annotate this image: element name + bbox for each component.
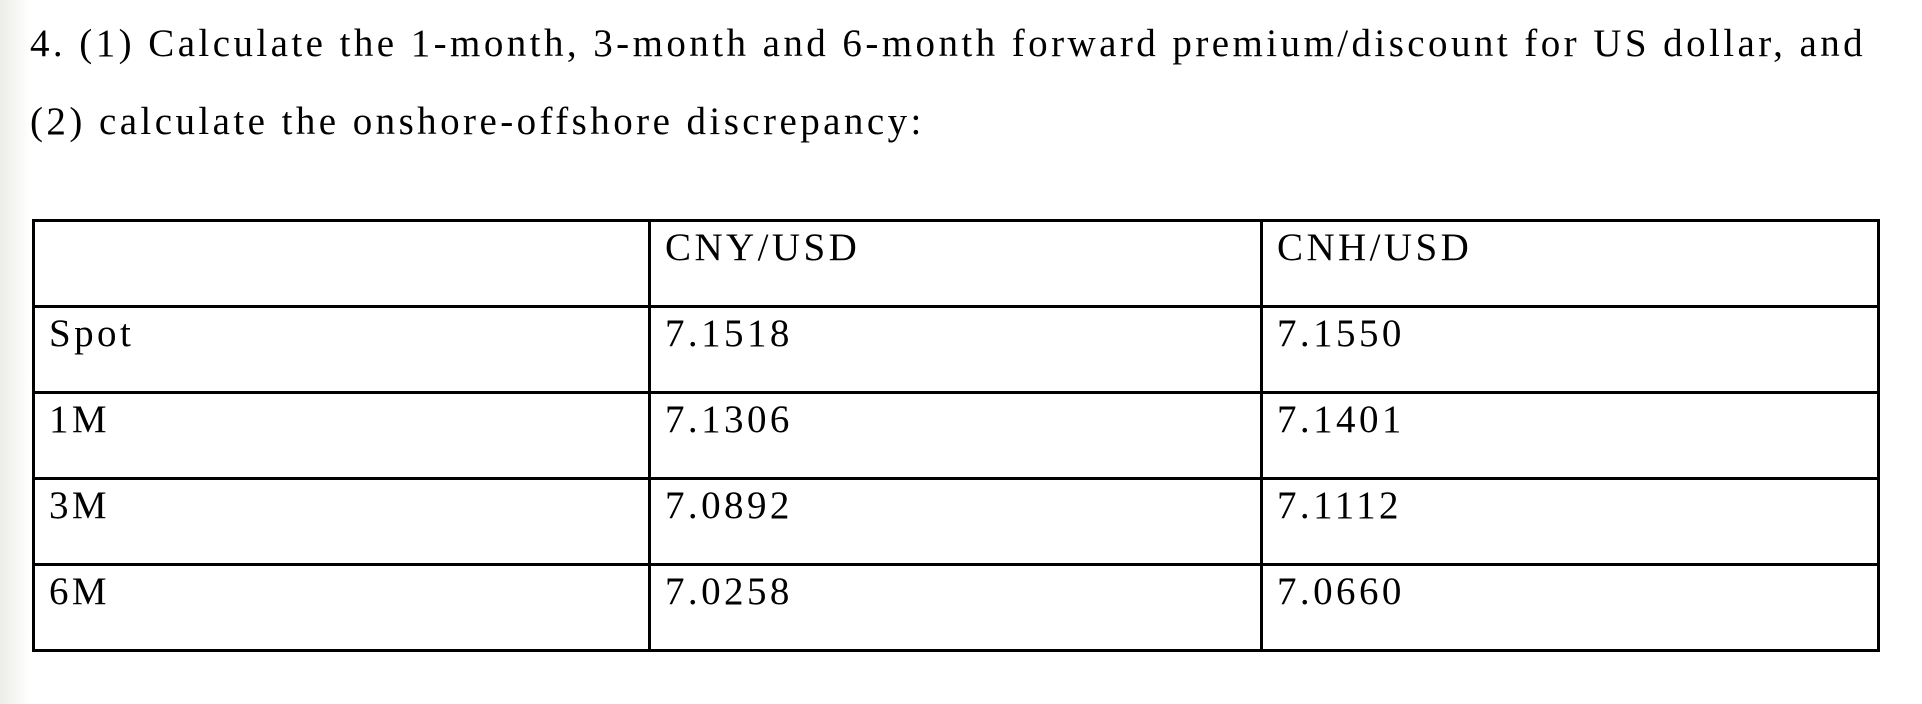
cny-usd-value: 7.1306 xyxy=(648,391,1263,480)
question-line-2: (2) calculate the onshore-offshore discr… xyxy=(30,100,925,143)
cny-usd-value: 7.1518 xyxy=(648,305,1263,394)
table-row-6m: 6M 7.0258 7.0660 xyxy=(32,563,1880,652)
table-row-spot: Spot 7.1518 7.1550 xyxy=(32,305,1880,394)
cnh-usd-value: 7.1112 xyxy=(1260,477,1880,566)
question-line-1: 4. (1) Calculate the 1-month, 3-month an… xyxy=(30,22,1867,65)
cnh-usd-value: 7.1401 xyxy=(1260,391,1880,480)
row-label: Spot xyxy=(32,305,651,394)
document-content: 4. (1) Calculate the 1-month, 3-month an… xyxy=(30,5,1922,652)
fx-rates-table: CNY/USD CNH/USD Spot 7.1518 7.1550 1M 7.… xyxy=(32,219,1880,652)
cny-usd-value: 7.0892 xyxy=(648,477,1263,566)
table-header-row: CNY/USD CNH/USD xyxy=(32,219,1880,308)
question-text: 4. (1) Calculate the 1-month, 3-month an… xyxy=(30,5,1922,161)
row-label: 6M xyxy=(32,563,651,652)
cnh-usd-value: 7.1550 xyxy=(1260,305,1880,394)
cnh-usd-value: 7.0660 xyxy=(1260,563,1880,652)
table-row-3m: 3M 7.0892 7.1112 xyxy=(32,477,1880,566)
header-empty-cell xyxy=(32,219,651,308)
row-label: 1M xyxy=(32,391,651,480)
table-row-1m: 1M 7.1306 7.1401 xyxy=(32,391,1880,480)
header-cny-usd: CNY/USD xyxy=(648,219,1263,308)
header-cnh-usd: CNH/USD xyxy=(1260,219,1880,308)
cny-usd-value: 7.0258 xyxy=(648,563,1263,652)
row-label: 3M xyxy=(32,477,651,566)
